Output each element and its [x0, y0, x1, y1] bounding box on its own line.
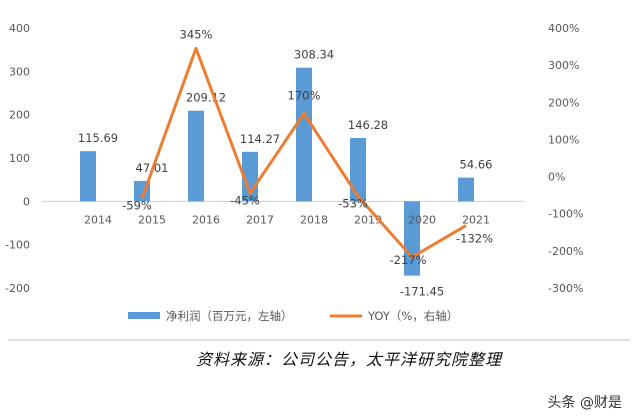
- left-tick-2: 200: [9, 109, 30, 122]
- watermark: 头条 @财是: [547, 395, 622, 411]
- left-axis-ticks: 400 300 200 100 0 -100 -200: [5, 22, 30, 295]
- category-labels: 2014 2015 2016 2017 2018 2019 2020 2021: [84, 213, 490, 226]
- right-tick-6: -200%: [548, 245, 583, 258]
- bar-2019: [350, 137, 366, 202]
- bar-label-2018: 308.34: [294, 48, 334, 62]
- bar-2014: [80, 151, 96, 202]
- bar-2021: [458, 177, 474, 202]
- right-tick-3: 100%: [548, 133, 579, 146]
- line-label-2017: -45%: [230, 193, 260, 207]
- category-label-2021: 2021: [462, 213, 490, 226]
- left-tick-6: -200: [5, 282, 30, 295]
- right-tick-7: -300%: [548, 282, 583, 295]
- left-tick-4: 0: [23, 195, 30, 208]
- category-label-2016: 2016: [192, 213, 220, 226]
- line-label-2019: -53%: [338, 196, 368, 210]
- left-tick-3: 100: [9, 152, 30, 165]
- line-label-2021: -132%: [456, 232, 493, 246]
- bar-label-2020: -171.45: [400, 285, 444, 299]
- category-label-2014: 2014: [84, 213, 112, 226]
- source-note: 资料来源：公司公告，太平洋研究院整理: [196, 350, 503, 369]
- legend: 净利润（百万元，左轴） YOY（%，右轴）: [128, 309, 458, 323]
- left-tick-0: 400: [9, 22, 30, 35]
- bar-label-2014: 115.69: [78, 131, 118, 145]
- line-label-2018: 170%: [288, 88, 321, 102]
- bar-label-2019: 146.28: [348, 118, 388, 132]
- left-tick-1: 300: [9, 65, 30, 78]
- bar-series: [80, 67, 474, 276]
- category-label-2018: 2018: [300, 213, 328, 226]
- line-label-2015: -59%: [122, 198, 152, 212]
- legend-bar-label: 净利润（百万元，左轴）: [166, 309, 293, 323]
- bar-label-2021: 54.66: [460, 158, 493, 172]
- bar-label-2017: 114.27: [240, 132, 280, 146]
- bar-2020: [404, 201, 420, 276]
- right-tick-0: 400%: [548, 22, 579, 35]
- bar-2018: [296, 67, 312, 202]
- bar-2016: [188, 110, 204, 202]
- bar-label-2016: 209.12: [186, 91, 226, 105]
- right-axis-ticks: 400% 300% 200% 100% 0% -100% -200% -300%: [548, 22, 583, 295]
- legend-line-label: YOY（%，右轴）: [367, 309, 458, 323]
- right-tick-4: 0%: [548, 171, 565, 184]
- category-label-2015: 2015: [138, 213, 166, 226]
- left-tick-5: -100: [5, 239, 30, 252]
- right-tick-1: 300%: [548, 59, 579, 72]
- right-tick-5: -100%: [548, 208, 583, 221]
- category-label-2020: 2020: [408, 213, 436, 226]
- category-label-2017: 2017: [246, 213, 274, 226]
- right-tick-2: 200%: [548, 96, 579, 109]
- line-label-2016: 345%: [180, 27, 213, 41]
- legend-bar-swatch: [128, 312, 160, 319]
- yoy-line: [140, 46, 467, 259]
- line-data-labels: -59% 345% -45% 170% -53% -217% -132%: [122, 27, 493, 267]
- line-label-2020: -217%: [389, 253, 426, 267]
- bar-data-labels: 115.6947.01209.12114.27308.34146.28-171.…: [78, 48, 493, 299]
